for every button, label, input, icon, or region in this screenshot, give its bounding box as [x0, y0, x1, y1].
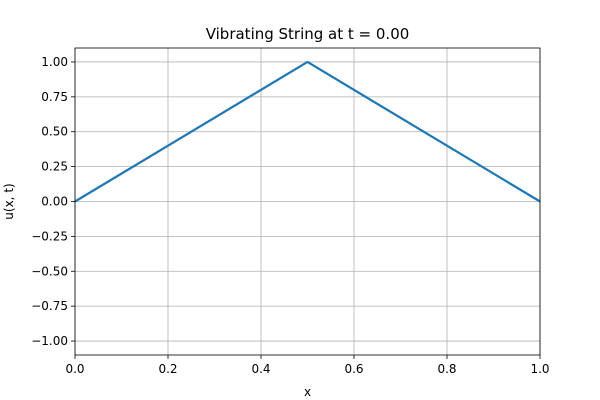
x-axis-label: x	[304, 385, 311, 399]
x-tick-label: 0.2	[158, 362, 177, 376]
y-tick-label: 0.00	[41, 195, 68, 209]
y-tick-label: 1.00	[41, 55, 68, 69]
ticks-layer: 0.0 0.2 0.4 0.6 0.8 1.0 −1.00 −0.75 −0.50 −0.25 0.…	[31, 55, 549, 376]
x-tick-label: 0.6	[344, 362, 363, 376]
x-tick-label: 0.4	[251, 362, 270, 376]
grid-layer	[75, 48, 540, 355]
y-tick-label: −0.50	[31, 264, 68, 278]
y-tick-label: −0.75	[31, 299, 68, 313]
y-tick-label: −0.25	[31, 229, 68, 243]
x-tick-label: 0.8	[437, 362, 456, 376]
y-tick-label: 0.50	[41, 125, 68, 139]
y-axis-label: u(x, t)	[2, 183, 16, 219]
chart-title: Vibrating String at t = 0.00	[206, 25, 410, 43]
y-tick-label: −1.00	[31, 334, 68, 348]
x-tick-label: 0.0	[65, 362, 84, 376]
x-tick-label: 1.0	[530, 362, 549, 376]
y-tick-label: 0.75	[41, 90, 68, 104]
y-tick-label: 0.25	[41, 160, 68, 174]
